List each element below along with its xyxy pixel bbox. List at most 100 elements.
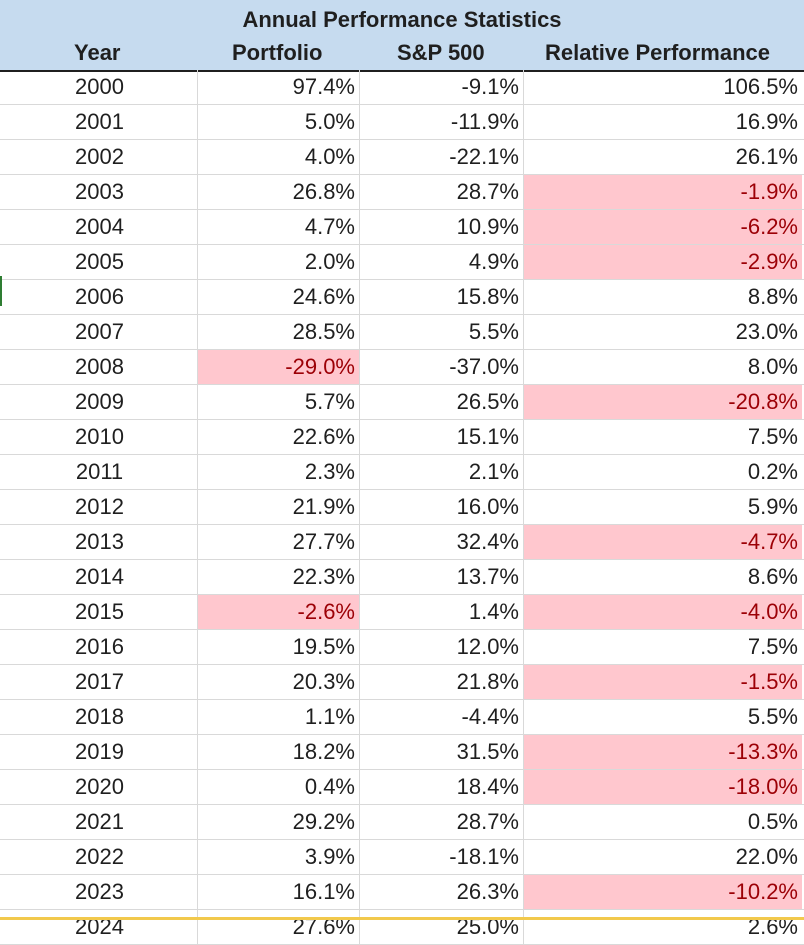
cell-year[interactable]: 2009 (0, 385, 198, 419)
cell-year[interactable]: 2007 (0, 315, 198, 349)
cell-portfolio[interactable]: 3.9% (198, 840, 360, 874)
cell-portfolio[interactable]: 22.6% (198, 420, 360, 454)
cell-portfolio[interactable]: 21.9% (198, 490, 360, 524)
cell-year[interactable]: 2008 (0, 350, 198, 384)
cell-year[interactable]: 2014 (0, 560, 198, 594)
cell-portfolio[interactable]: 5.0% (198, 105, 360, 139)
cell-sp500[interactable]: -11.9% (360, 105, 524, 139)
cell-relative[interactable]: -1.5% (524, 665, 802, 699)
cell-relative[interactable]: 16.9% (735, 109, 798, 134)
cell-relative[interactable]: 8.6% (747, 564, 798, 589)
cell-relative[interactable]: -2.9% (524, 245, 802, 279)
cell-relative[interactable]: 7.5% (747, 424, 798, 449)
cell-sp500[interactable]: 16.0% (360, 490, 524, 524)
cell-year[interactable]: 2021 (0, 805, 198, 839)
cell-sp500[interactable]: 1.4% (360, 595, 524, 629)
cell-year[interactable]: 2000 (0, 70, 198, 104)
cell-relative[interactable]: 0.2% (747, 459, 798, 484)
cell-sp500[interactable]: -37.0% (360, 350, 524, 384)
cell-relative[interactable]: 7.5% (747, 634, 798, 659)
cell-relative[interactable]: 23.0% (735, 319, 798, 344)
cell-sp500[interactable]: 28.7% (360, 805, 524, 839)
cell-relative[interactable]: 8.0% (747, 354, 798, 379)
cell-relative[interactable]: 2.6% (747, 914, 798, 939)
cell-portfolio[interactable]: 5.7% (198, 385, 360, 419)
cell-portfolio[interactable]: 28.5% (198, 315, 360, 349)
cell-year[interactable]: 2011 (0, 455, 198, 489)
cell-portfolio[interactable]: 27.7% (198, 525, 360, 559)
cell-sp500[interactable]: 5.5% (360, 315, 524, 349)
cell-sp500[interactable]: 32.4% (360, 525, 524, 559)
cell-sp500[interactable]: -18.1% (360, 840, 524, 874)
cell-portfolio[interactable]: 19.5% (198, 630, 360, 664)
cell-relative[interactable]: 0.5% (747, 809, 798, 834)
cell-sp500[interactable]: 15.1% (360, 420, 524, 454)
cell-sp500[interactable]: 10.9% (360, 210, 524, 244)
cell-year[interactable]: 2005 (0, 245, 198, 279)
cell-year[interactable]: 2006 (0, 280, 198, 314)
cell-sp500[interactable]: 4.9% (360, 245, 524, 279)
cell-sp500[interactable]: 2.1% (360, 455, 524, 489)
cell-year[interactable]: 2012 (0, 490, 198, 524)
cell-year[interactable]: 2023 (0, 875, 198, 909)
cell-year[interactable]: 2017 (0, 665, 198, 699)
cell-portfolio[interactable]: 26.8% (198, 175, 360, 209)
cell-relative[interactable]: -4.0% (524, 595, 802, 629)
cell-portfolio[interactable]: -29.0% (198, 350, 360, 384)
cell-year[interactable]: 2013 (0, 525, 198, 559)
cell-year[interactable]: 2010 (0, 420, 198, 454)
cell-sp500[interactable]: 21.8% (360, 665, 524, 699)
cell-portfolio[interactable]: 18.2% (198, 735, 360, 769)
cell-portfolio[interactable]: 27.6% (198, 910, 360, 944)
cell-year[interactable]: 2004 (0, 210, 198, 244)
cell-portfolio[interactable]: 0.4% (198, 770, 360, 804)
cell-sp500[interactable]: -22.1% (360, 140, 524, 174)
cell-sp500[interactable]: -4.4% (360, 700, 524, 734)
cell-year[interactable]: 2024 (0, 910, 198, 944)
cell-portfolio[interactable]: 4.0% (198, 140, 360, 174)
cell-relative[interactable]: 8.8% (747, 284, 798, 309)
cell-portfolio[interactable]: 97.4% (198, 70, 360, 104)
cell-relative[interactable]: 22.0% (735, 844, 798, 869)
cell-year[interactable]: 2001 (0, 105, 198, 139)
cell-sp500[interactable]: 28.7% (360, 175, 524, 209)
cell-relative[interactable]: -10.2% (524, 875, 802, 909)
cell-sp500[interactable]: 12.0% (360, 630, 524, 664)
cell-portfolio[interactable]: 1.1% (198, 700, 360, 734)
cell-portfolio[interactable]: 20.3% (198, 665, 360, 699)
cell-year[interactable]: 2002 (0, 140, 198, 174)
cell-relative[interactable]: 5.9% (747, 494, 798, 519)
cell-portfolio[interactable]: 16.1% (198, 875, 360, 909)
cell-year[interactable]: 2003 (0, 175, 198, 209)
cell-relative[interactable]: 26.1% (735, 144, 798, 169)
cell-relative[interactable]: -4.7% (524, 525, 802, 559)
cell-portfolio[interactable]: 22.3% (198, 560, 360, 594)
cell-sp500[interactable]: 26.3% (360, 875, 524, 909)
cell-portfolio[interactable]: 2.3% (198, 455, 360, 489)
cell-relative[interactable]: -6.2% (524, 210, 802, 244)
cell-sp500[interactable]: 15.8% (360, 280, 524, 314)
cell-sp500[interactable]: 13.7% (360, 560, 524, 594)
cell-portfolio[interactable]: 4.7% (198, 210, 360, 244)
cell-portfolio[interactable]: 2.0% (198, 245, 360, 279)
cell-relative[interactable]: -20.8% (524, 385, 802, 419)
cell-relative[interactable]: 106.5% (723, 74, 798, 99)
cell-year[interactable]: 2020 (0, 770, 198, 804)
cell-sp500[interactable]: 26.5% (360, 385, 524, 419)
cell-sp500[interactable]: 31.5% (360, 735, 524, 769)
cell-sp500[interactable]: 25.0% (360, 910, 524, 944)
cell-portfolio[interactable]: 24.6% (198, 280, 360, 314)
cell-relative[interactable]: -18.0% (524, 770, 802, 804)
cell-year[interactable]: 2016 (0, 630, 198, 664)
cell-relative[interactable]: 5.5% (747, 704, 798, 729)
cell-relative[interactable]: -13.3% (524, 735, 802, 769)
cell-year[interactable]: 2022 (0, 840, 198, 874)
cell-relative[interactable]: -1.9% (524, 175, 802, 209)
cell-sp500[interactable]: 18.4% (360, 770, 524, 804)
cell-portfolio[interactable]: 29.2% (198, 805, 360, 839)
cell-portfolio[interactable]: -2.6% (198, 595, 360, 629)
cell-sp500[interactable]: -9.1% (360, 70, 524, 104)
cell-year[interactable]: 2018 (0, 700, 198, 734)
cell-year[interactable]: 2015 (0, 595, 198, 629)
cell-year[interactable]: 2019 (0, 735, 198, 769)
